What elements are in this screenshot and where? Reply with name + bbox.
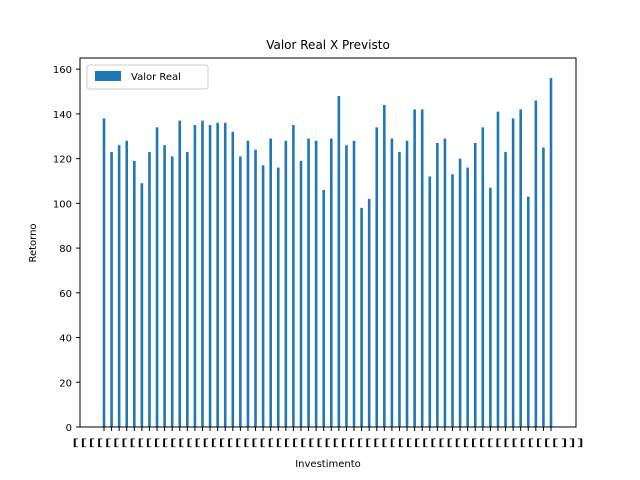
bar (390, 138, 394, 427)
y-tick-label: 120 (53, 155, 72, 166)
bar (413, 109, 416, 427)
y-axis-ticks: 0 20 40 60 80 100 120 140 160 (53, 65, 80, 434)
bars-group (102, 78, 553, 428)
y-tick-label: 160 (53, 65, 72, 76)
bar (133, 160, 136, 427)
bar (329, 138, 333, 427)
y-tick-label: 20 (59, 378, 72, 389)
bar (383, 104, 386, 428)
bar (526, 196, 530, 427)
bar (314, 140, 318, 427)
bar (140, 183, 144, 427)
bar (345, 145, 348, 427)
x-tick-labels-overlapped: [[[[[[[[[[[[[[[[[[[[[[[[[[[[[[[[[[[[[[[[… (72, 438, 584, 449)
x-axis-label: Investimento (295, 459, 361, 470)
bar (186, 151, 189, 427)
bar (352, 140, 356, 427)
bar (155, 127, 159, 427)
bar (102, 118, 106, 427)
bar (458, 158, 462, 427)
x-axis-ticks: [[[[[[[[[[[[[[[[[[[[[[[[[[[[[[[[[[[[[[[[… (72, 427, 584, 449)
bar (178, 120, 182, 428)
bar (284, 140, 288, 427)
bar (549, 78, 553, 427)
bar (367, 198, 371, 427)
bar (420, 109, 424, 427)
plot-frame (79, 57, 577, 428)
bar (542, 147, 545, 427)
y-tick-label: 100 (53, 199, 72, 210)
bar (519, 109, 522, 427)
bar (428, 176, 432, 427)
legend-swatch (95, 71, 121, 81)
bar (322, 189, 326, 427)
y-tick-label: 80 (59, 244, 72, 255)
bar (534, 100, 538, 428)
bar (110, 151, 113, 427)
bar (504, 151, 507, 427)
bar (299, 160, 303, 427)
bar (208, 125, 212, 427)
y-axis-label: Retorno (28, 223, 39, 262)
bar (239, 156, 242, 427)
bar (473, 142, 477, 428)
bar (405, 140, 409, 427)
bar (337, 96, 341, 428)
bar (307, 138, 310, 427)
bar (443, 138, 447, 427)
bar (360, 207, 363, 427)
bar (125, 140, 129, 427)
bar (466, 167, 469, 427)
bar (148, 151, 151, 427)
bar (451, 174, 454, 427)
bar (216, 122, 219, 427)
y-tick-label: 140 (53, 110, 72, 121)
bar (481, 127, 485, 427)
bar (511, 118, 515, 427)
bar (254, 149, 257, 427)
bar (223, 122, 227, 427)
bar (375, 127, 379, 427)
bar (193, 125, 197, 427)
bar (489, 187, 492, 427)
bar (117, 145, 121, 427)
bar (496, 111, 500, 428)
y-tick-label: 0 (66, 423, 72, 434)
y-tick-label: 60 (59, 289, 72, 300)
legend-entry: Valor Real (131, 72, 181, 83)
bar (163, 145, 166, 427)
bar (246, 140, 250, 427)
y-tick-label: 40 (59, 334, 72, 345)
bar (170, 156, 174, 427)
bar (398, 151, 401, 427)
legend: Valor Real (86, 64, 209, 90)
bar (436, 142, 439, 428)
chart-title: Valor Real X Previsto (266, 38, 390, 52)
bar (292, 125, 295, 427)
bar (201, 120, 204, 428)
bar (261, 165, 265, 427)
bar (276, 167, 280, 427)
bar (231, 131, 235, 428)
bar (269, 138, 272, 427)
